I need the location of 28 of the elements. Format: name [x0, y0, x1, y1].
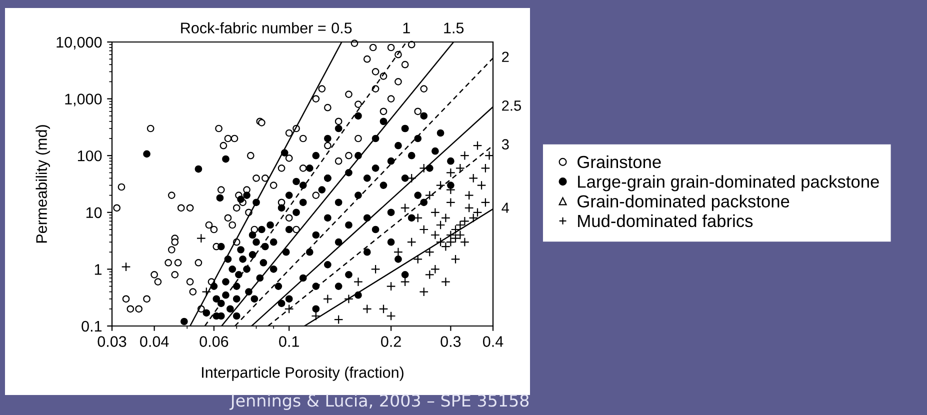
text: Jennings & Lucia, 2003 – SPE 35158 — [230, 394, 529, 410]
series-label: 1 — [403, 22, 410, 34]
legend-label: Grainstone — [578, 155, 661, 168]
series-label: 4 — [502, 202, 510, 213]
series-label: 2 — [502, 52, 509, 62]
x-tick-label: 0.3 — [440, 336, 461, 347]
x-tick-label: 0.4 — [482, 336, 504, 347]
x-tick-label: 0.1 — [279, 336, 299, 347]
y-tick-label: 100 — [78, 150, 102, 162]
legend-label: Large-grain grain-dominated packstone — [578, 175, 879, 192]
series-label: 0.5 — [332, 22, 352, 34]
x-tick-label: 0.04 — [140, 336, 169, 347]
y-tick-label: 10 — [86, 207, 102, 218]
series-label: 3 — [502, 139, 509, 150]
y-tick-label: 0.1 — [82, 320, 102, 332]
text: Rock-fabric number = — [181, 22, 326, 34]
x-tick-label: 0.2 — [381, 336, 401, 347]
x-axis-title: Interparticle Porosity (fraction) — [202, 366, 404, 381]
y-tick-label: 1,000 — [65, 94, 102, 106]
y-tick-label: 10,000 — [56, 36, 102, 50]
legend-label: Grain-dominated packstone — [578, 194, 790, 211]
y-tick-label: 1 — [94, 264, 102, 275]
series-label: 1.5 — [444, 22, 464, 34]
y-axis-title: Permeability (md) — [36, 125, 50, 243]
x-tick-label: 0.06 — [200, 336, 228, 347]
x-tick-label: 0.03 — [98, 336, 126, 347]
legend-label: Mud-dominated fabrics — [578, 214, 753, 228]
series-label: 2.5 — [502, 100, 521, 111]
